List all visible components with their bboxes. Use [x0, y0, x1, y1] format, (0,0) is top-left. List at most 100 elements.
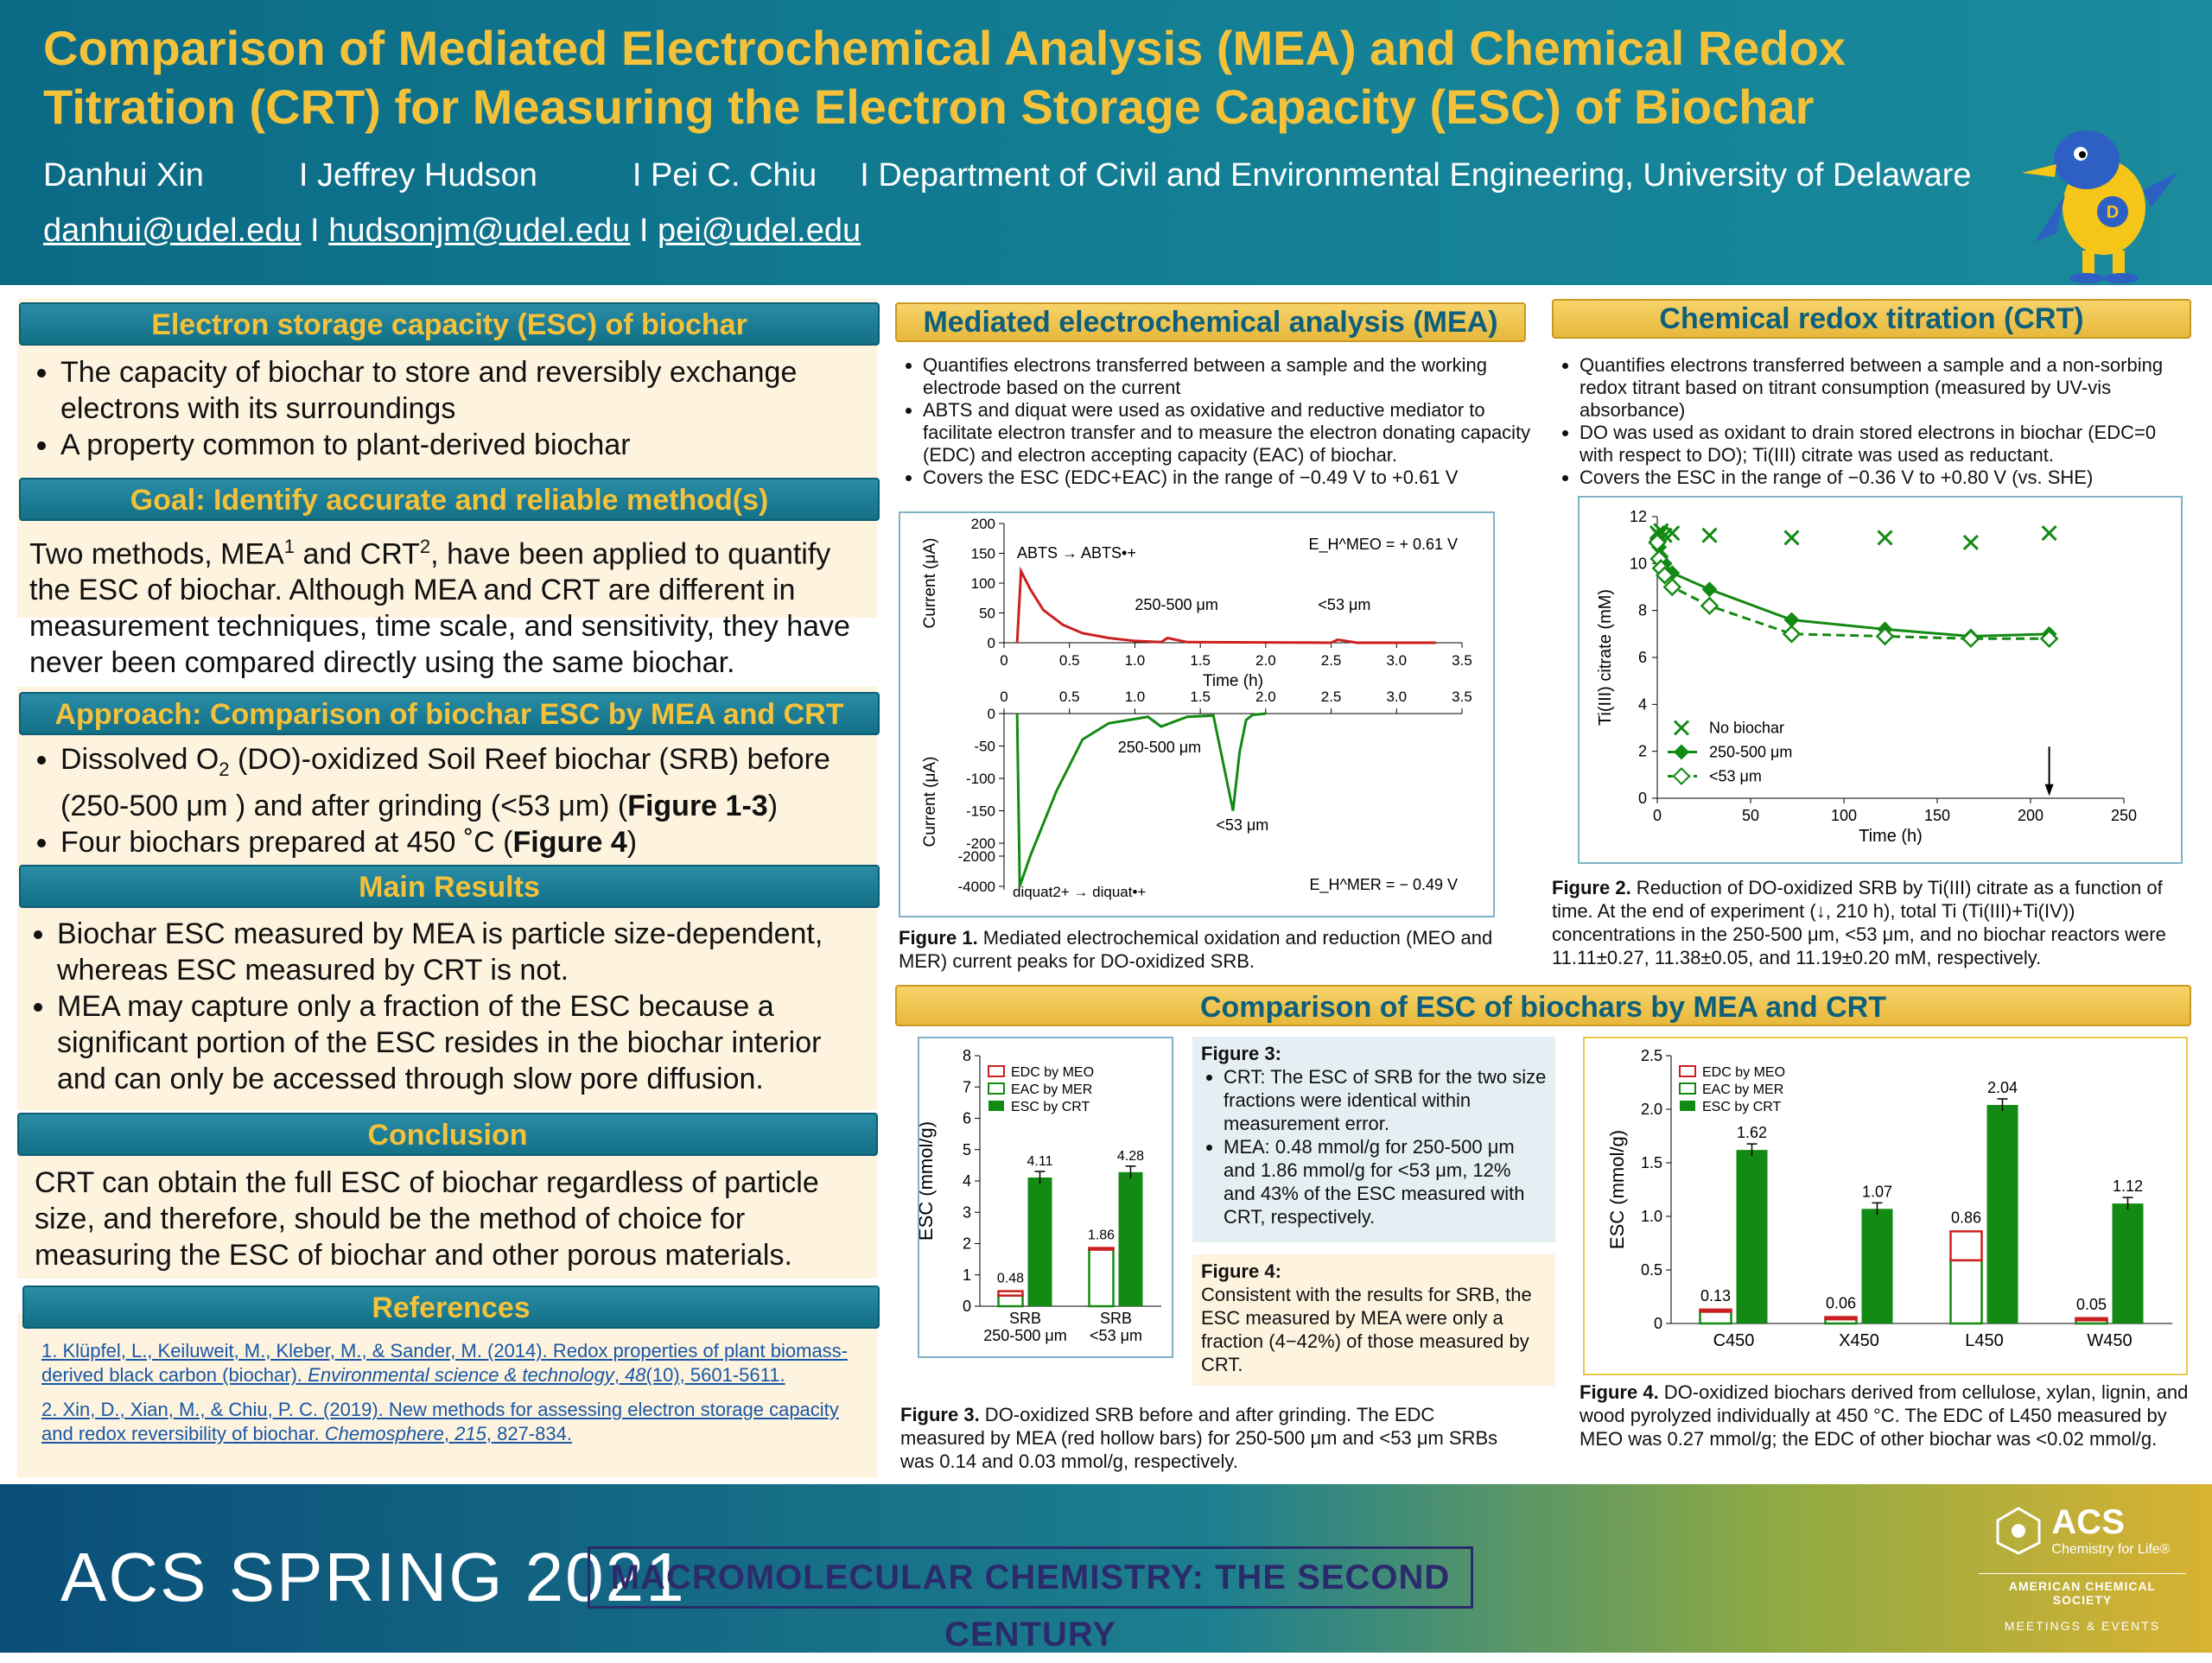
fig1-bot-xtick-label: 3.5 [1452, 689, 1472, 705]
fig1-bot-series-line [1015, 712, 1267, 887]
fig1-bot-xtick-label: 2.5 [1321, 689, 1342, 705]
left-bg-3 [17, 907, 877, 1110]
results-list: Biochar ESC measured by MEA is particle … [22, 916, 878, 1097]
poster-footer [0, 1484, 2212, 1653]
reference-1-link[interactable]: 1. Klüpfel, L., Keiluweit, M., Kleber, M… [41, 1340, 848, 1386]
figure-4-caption: Figure 4. DO-oxidized biochars derived f… [1580, 1381, 2193, 1450]
fig4-data-label: 0.06 [1826, 1295, 1856, 1312]
fig4-bar-crt [1736, 1150, 1768, 1323]
left-bg-1 [17, 298, 877, 618]
email-link-2[interactable]: hudsonjm@udel.edu [328, 213, 631, 249]
fig3-caption-text: DO-oxidized SRB before and after grindin… [900, 1404, 1498, 1472]
fig2-point-lt53 [1961, 629, 1980, 649]
fig3-category-label: SRB [1100, 1310, 1132, 1327]
fig1-bot-ylabel: Current (μA) [921, 757, 939, 847]
fig2-xtick-label: 50 [1742, 807, 1759, 824]
figure-3-caption: Figure 3. DO-oxidized SRB before and aft… [900, 1403, 1505, 1473]
fig2-point-250-500 [1783, 612, 1800, 628]
fig3-error-bar [1034, 1171, 1046, 1184]
fig2-arrow-head [2044, 784, 2054, 797]
fig1-bot-xtick-label: 0.5 [1059, 689, 1080, 705]
conclusion-text: CRT can obtain the full ESC of biochar r… [35, 1166, 819, 1272]
fig1-top-xlabel: Time (h) [1203, 672, 1263, 690]
fig1-bot-annotation: 250-500 μm [1118, 739, 1201, 756]
fig1-top-xtick-label: 1.5 [1190, 652, 1211, 669]
ref1-vol: 48 [625, 1364, 646, 1386]
reference-2-link[interactable]: 2. Xin, D., Xian, M., & Chiu, P. C. (201… [41, 1399, 839, 1444]
section-title-references: References [22, 1285, 880, 1329]
ref2-vol: 215 [454, 1423, 486, 1444]
email-link-1[interactable]: danhui@udel.edu [43, 213, 302, 249]
fig1-top-xtick-label: 0.5 [1059, 652, 1080, 669]
figure-3-panel: 0 1 2 3 4 5 6 7 8 ESC (mmol/g) EDC by MEO EAC by ME… [915, 1037, 1173, 1358]
email-sep: I [630, 213, 658, 249]
figure-1-panel: 0 50 100 150 200 0 0.5 1.0 1.5 2.0 2.5 3.0 3.5 Time (… [899, 511, 1495, 917]
fig2-xtick-label: 200 [2018, 807, 2044, 824]
fig2-xtick-label: 100 [1831, 807, 1857, 824]
title-line-2: Titration (CRT) for Measuring the Electr… [43, 79, 1815, 134]
fig3-bar-eac [997, 1294, 1024, 1308]
email-link-3[interactable]: pei@udel.edu [658, 213, 861, 249]
fig4-note-text: Consistent with the results for SRB, the… [1201, 1284, 1532, 1375]
crt-point: Covers the ESC in the range of −0.36 V t… [1580, 467, 2195, 489]
figure-3-chart: 0 1 2 3 4 5 6 7 8 ESC (mmol/g) EDC by MEO EAC by ME… [915, 1047, 1161, 1344]
fig1-bot-ytick-label: -200 [966, 835, 995, 852]
ref1-journal: Environmental science & technology [308, 1364, 614, 1386]
fig3-bar-edc [1088, 1247, 1115, 1251]
fig1-bot-ytick-label: -50 [974, 739, 995, 755]
email-sep: I [301, 213, 329, 249]
fig4-legend-label: ESC by CRT [1702, 1100, 1782, 1114]
fig3-ytick-label: 7 [963, 1078, 971, 1095]
fig3-legend-label: EDC by MEO [1011, 1065, 1094, 1080]
title-line-1: Comparison of Mediated Electrochemical A… [43, 21, 1846, 75]
fig4-note-title: Figure 4: [1201, 1260, 1281, 1282]
meeting-theme: MACROMOLECULAR CHEMISTRY: THE SECOND CEN… [588, 1546, 1473, 1653]
fig1-top-xtick-label: 3.0 [1386, 652, 1407, 669]
fig1-top-ytick-label: 0 [988, 635, 995, 651]
fig3-ytick-label: 3 [963, 1203, 971, 1221]
approach-1a: Dissolved O [60, 743, 219, 776]
fig2-legend-marker [1672, 767, 1691, 785]
fig2-legend-marker [1673, 720, 1690, 736]
fig1-top-ytick-label: 100 [971, 575, 995, 592]
fig1-bot-xtick-label: 0 [1000, 689, 1007, 705]
fig4-bar-edc [1824, 1316, 1858, 1321]
fig2-xtick-label: 0 [1653, 807, 1662, 824]
fig1-top-ytick-label: 200 [971, 516, 995, 532]
fig2-legend-label: <53 μm [1709, 768, 1762, 785]
crt-point: DO was used as oxidant to drain stored e… [1580, 422, 2195, 467]
fig3-ytick-label: 4 [963, 1172, 971, 1190]
ref2-b: , [443, 1423, 455, 1444]
left-bg-5 [17, 1313, 877, 1477]
affiliation: I Department of Civil and Environmental … [860, 157, 1972, 194]
fig1-bot-ytick-label: -100 [966, 771, 995, 787]
fig3-bar-crt [1027, 1177, 1052, 1306]
fig2-legend-label: 250-500 μm [1709, 744, 1792, 761]
figure-4-notes: Figure 4: Consistent with the results fo… [1192, 1254, 1555, 1386]
fig4-category-label: C450 [1713, 1331, 1755, 1350]
goal-text-c: , have been applied to quantify the ESC … [29, 537, 850, 680]
fig3-legend-label: EAC by MER [1011, 1082, 1092, 1097]
approach-1-fig: Figure 1-3 [627, 789, 768, 822]
poster-title: Comparison of Mediated Electrochemical A… [43, 19, 2013, 136]
ref2-a: 2. Xin, D., Xian, M., & Chiu, P. C. (201… [41, 1399, 839, 1444]
goal-text-b: and CRT [295, 537, 420, 571]
fig4-ytick-label: 0 [1654, 1315, 1662, 1332]
section-title-comparison: Comparison of ESC of biochars by MEA and… [895, 985, 2191, 1026]
fig2-point-lt53 [1655, 566, 1675, 585]
fig4-bar-eac [1699, 1311, 1732, 1325]
fig4-legend-swatch [1679, 1082, 1696, 1095]
goal-sup-1: 1 [283, 536, 296, 557]
fig2-point-no-biochar [1877, 530, 1893, 546]
fig2-xlabel: Time (h) [1859, 827, 1923, 846]
email-line: danhui@udel.edu I hudsonjm@udel.edu I pe… [43, 213, 861, 250]
fig1-bot-ytick-label: -2000 [958, 848, 995, 865]
fig1-top-ylabel: Current (μA) [921, 538, 939, 629]
fig3-legend-label: ESC by CRT [1011, 1100, 1090, 1114]
fig2-ytick-label: 12 [1630, 508, 1647, 525]
fig4-bar-eac [1949, 1259, 1983, 1325]
fig4-legend-label: EAC by MER [1702, 1082, 1783, 1097]
fig4-error-bar [2122, 1196, 2133, 1210]
fig1-top-xtick-label: 1.0 [1125, 652, 1146, 669]
fig3-data-label: 0.48 [997, 1272, 1024, 1286]
